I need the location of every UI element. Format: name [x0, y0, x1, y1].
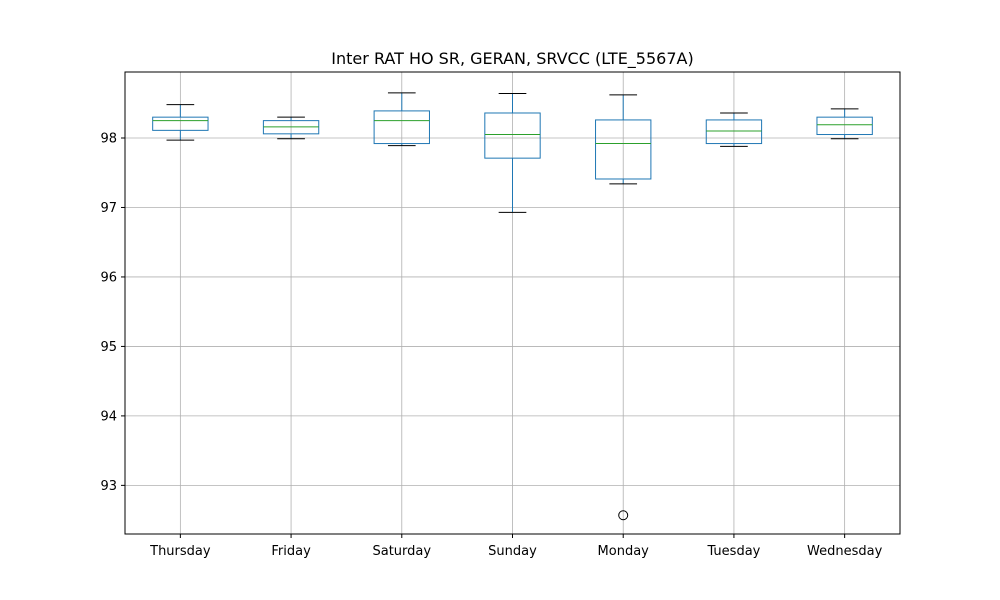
box-group-wednesday: [816, 108, 873, 140]
interquartile-box: [152, 116, 209, 131]
y-tick-label: 97: [100, 201, 117, 216]
grid-lines: [125, 72, 900, 534]
x-axis: Thursday Friday Saturday Sunday Monday Tuesda…: [149, 534, 883, 559]
chart-title: Inter RAT HO SR, GERAN, SRVCC (LTE_5567A…: [331, 49, 693, 69]
x-tick-label: Thursday: [149, 544, 211, 559]
interquartile-box: [816, 116, 873, 136]
interquartile-box: [705, 119, 763, 145]
x-tick-label: Monday: [598, 544, 650, 559]
box-group-thursday: [152, 104, 209, 141]
x-tick-label: Tuesday: [706, 544, 760, 559]
y-axis: 93 94 95 96 97 98: [100, 132, 125, 494]
box-series: [152, 92, 873, 521]
y-tick-label: 94: [100, 409, 117, 424]
outlier-point: [618, 510, 629, 521]
box-group-friday: [262, 116, 320, 140]
box-group-monday: [595, 94, 652, 521]
x-tick-label: Sunday: [488, 544, 537, 559]
box-group-tuesday: [705, 112, 763, 147]
box-group-saturday: [373, 92, 430, 147]
interquartile-box: [484, 112, 541, 159]
x-tick-label: Friday: [271, 544, 311, 559]
x-tick-label: Wednesday: [807, 544, 883, 559]
interquartile-box: [373, 110, 430, 145]
x-tick-label: Saturday: [372, 544, 431, 559]
y-tick-label: 98: [100, 132, 117, 147]
y-tick-label: 93: [100, 479, 117, 494]
box-group-sunday: [484, 93, 541, 213]
interquartile-box: [595, 119, 652, 180]
y-tick-label: 95: [100, 340, 117, 355]
y-tick-label: 96: [100, 270, 117, 285]
